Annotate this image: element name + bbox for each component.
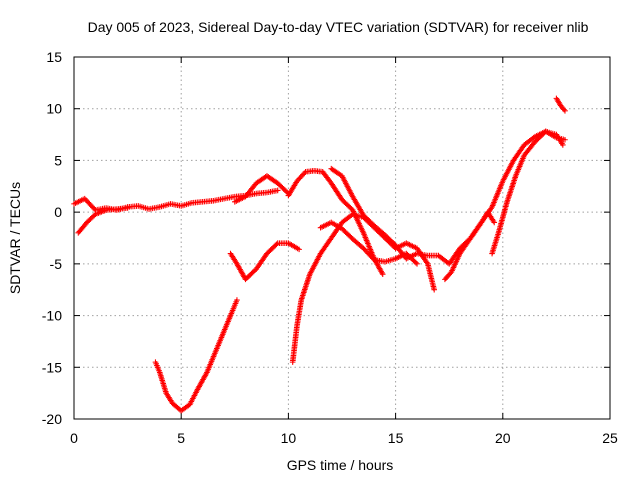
data-point — [379, 271, 386, 277]
data-point — [541, 129, 548, 136]
y-tick-label: 0 — [54, 204, 62, 220]
y-tick-label: -5 — [50, 256, 63, 272]
data-point — [562, 136, 568, 143]
data-point — [91, 206, 98, 212]
data-point — [124, 205, 131, 211]
data-point — [562, 107, 568, 114]
data-point — [273, 241, 280, 248]
axis-ticks: -20 -15 -10 -5 0 5 10 15 0 5 10 15 20 25 — [42, 49, 618, 446]
data-point — [274, 187, 281, 194]
data-point — [491, 219, 498, 226]
data-point — [561, 106, 567, 113]
y-tick-label: 15 — [46, 49, 62, 65]
x-tick-label: 0 — [70, 430, 78, 446]
data-point — [413, 259, 419, 266]
x-tick-label: 25 — [602, 430, 618, 446]
y-tick-label: -15 — [42, 359, 62, 375]
data-point — [234, 297, 240, 303]
data-point — [370, 255, 376, 262]
y-tick-label: -10 — [42, 308, 62, 324]
x-tick-label: 20 — [495, 430, 511, 446]
data-point — [414, 261, 420, 267]
data-points — [71, 95, 568, 414]
data-point — [560, 142, 566, 148]
y-tick-label: -20 — [42, 411, 62, 427]
grid — [74, 57, 610, 419]
y-axis-label: SDTVAR / TECUs — [7, 182, 23, 294]
chart-title: Day 005 of 2023, Sidereal Day-to-day VTE… — [88, 19, 589, 35]
x-axis-label: GPS time / hours — [287, 457, 394, 473]
x-tick-label: 15 — [388, 430, 404, 446]
data-point — [431, 286, 437, 293]
x-tick-label: 5 — [177, 430, 185, 446]
data-point — [296, 246, 302, 253]
y-tick-label: 10 — [46, 101, 62, 117]
plot-frame — [73, 56, 611, 420]
y-tick-label: 5 — [54, 152, 62, 168]
x-tick-label: 10 — [281, 430, 297, 446]
